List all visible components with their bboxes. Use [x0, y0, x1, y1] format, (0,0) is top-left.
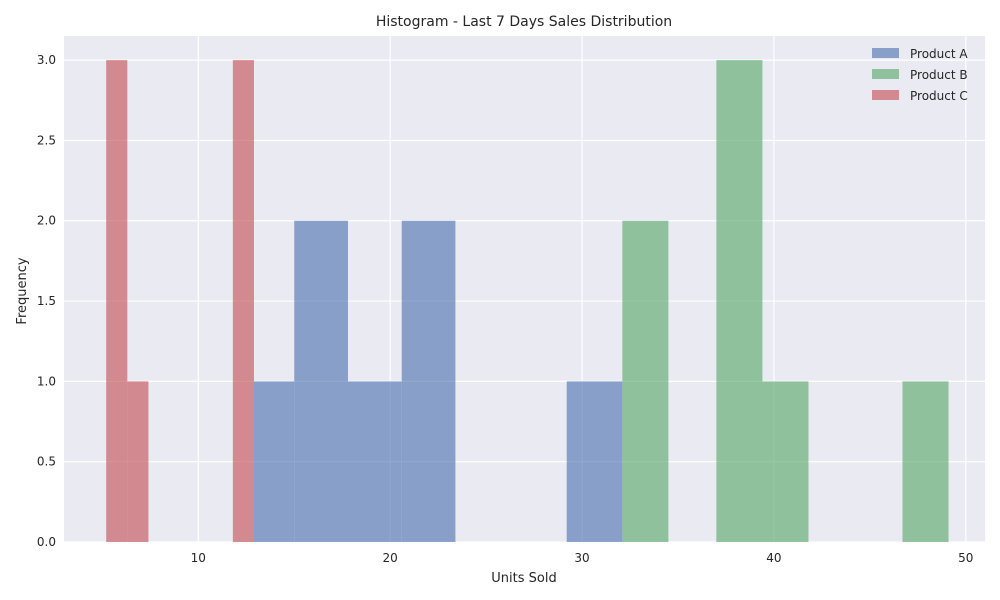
legend-label-product-c: Product C: [910, 89, 968, 103]
y-tick-label: 0.5: [37, 455, 56, 469]
y-tick-label: 0.0: [37, 535, 56, 549]
grid-lines: [64, 36, 985, 543]
product-b-bar: [762, 381, 809, 542]
plot-area: [64, 36, 985, 542]
x-tick-label: 40: [766, 551, 781, 565]
product-a-bar: [253, 381, 295, 542]
x-axis-ticks: 10 20 30 40 50: [191, 551, 974, 565]
x-axis-label: Units Sold: [491, 571, 556, 586]
y-tick-label: 2.5: [37, 133, 56, 147]
y-tick-label: 2.0: [37, 214, 56, 228]
chart-title: Histogram - Last 7 Days Sales Distributi…: [376, 14, 672, 30]
y-axis-ticks: 0.0 0.5 1.0 1.5 2.0 2.5 3.0: [37, 53, 56, 549]
y-tick-label: 1.5: [37, 294, 56, 308]
legend-swatch-product-a: [872, 48, 899, 58]
x-tick-label: 30: [574, 551, 589, 565]
legend: Product A Product B Product C: [872, 47, 968, 103]
product-a-bar: [566, 381, 623, 542]
y-tick-label: 3.0: [37, 53, 56, 67]
product-a-bar: [347, 381, 402, 542]
x-tick-label: 50: [958, 551, 973, 565]
legend-swatch-product-c: [872, 90, 899, 100]
legend-label-product-b: Product B: [910, 68, 968, 82]
legend-label-product-a: Product A: [910, 47, 968, 61]
product-b-bar: [902, 381, 949, 542]
histogram-bars: [106, 60, 949, 542]
legend-swatch-product-b: [872, 69, 899, 79]
product-c-bar: [232, 60, 254, 542]
product-c-bar: [127, 381, 149, 542]
y-tick-label: 1.0: [37, 374, 56, 388]
y-axis-label: Frequency: [15, 257, 30, 324]
product-a-bar: [401, 220, 456, 542]
product-c-bar: [106, 60, 128, 542]
product-b-bar: [622, 220, 669, 542]
product-b-bar: [716, 60, 763, 542]
x-tick-label: 20: [383, 551, 398, 565]
x-tick-label: 10: [191, 551, 206, 565]
product-a-bar: [294, 220, 348, 542]
